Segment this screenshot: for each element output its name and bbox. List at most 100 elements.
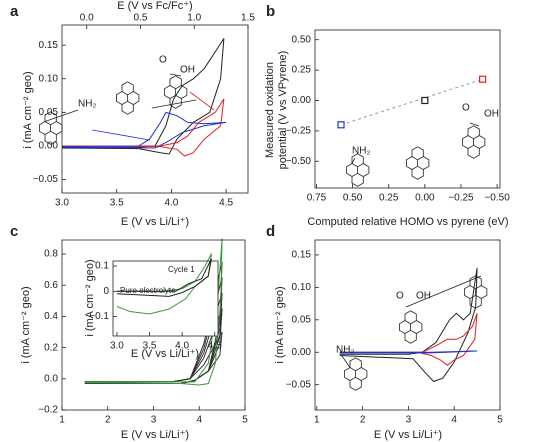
cv-curve — [84, 238, 223, 386]
x-tick-label: −0.25 — [448, 193, 474, 204]
molecule — [344, 357, 368, 391]
x2-tick-label: 0.5 — [134, 13, 148, 24]
plot-frame — [113, 261, 218, 336]
y-tick-label: 0.00 — [292, 347, 312, 358]
y-tick-label: 0.15 — [39, 40, 59, 51]
x-tick-label: 4.0 — [175, 341, 189, 352]
plot-border — [314, 29, 501, 189]
trend-line — [340, 78, 483, 126]
x-tick-label: 4 — [451, 415, 457, 426]
leader-line — [189, 91, 215, 111]
y-tick-label: 0.05 — [292, 314, 312, 325]
x-tick-label: 2 — [360, 415, 366, 426]
x2-tick-label: 1.0 — [187, 13, 201, 24]
x-tick-label: 4.5 — [208, 341, 222, 352]
annotation: O — [159, 55, 167, 66]
y-tick-label: 0.10 — [292, 282, 312, 293]
data-point — [337, 121, 345, 129]
molecule — [116, 81, 140, 115]
y-tick-label: −0.05 — [33, 174, 59, 185]
y-tick-label: 0 — [103, 286, 109, 297]
annotation: NH₂ — [336, 345, 354, 356]
panel-label: b — [266, 3, 275, 20]
x-axis-label: E (V vs Li/Li⁺) — [121, 429, 189, 441]
plot-frame — [315, 30, 500, 188]
bond — [469, 122, 480, 127]
x-tick-label: 0.25 — [379, 193, 399, 204]
panel-label: a — [10, 3, 19, 20]
x-tick-label: 1 — [314, 415, 320, 426]
cv-curve — [339, 313, 478, 366]
x2-tick-label: 1.5 — [241, 13, 255, 24]
y-tick-label: 0.10 — [39, 73, 59, 84]
x-tick-label: 3 — [151, 415, 157, 426]
x-tick-label: 5 — [242, 415, 248, 426]
cv-curve — [116, 258, 212, 297]
bond — [341, 355, 351, 368]
x-tick-label: 0.00 — [415, 193, 435, 204]
plot-frame — [315, 240, 500, 410]
plot-border — [61, 239, 246, 411]
y-tick-label: 0.1 — [95, 261, 109, 272]
y-tick-label: 0.00 — [39, 141, 59, 152]
y-tick-label: −0.50 — [286, 156, 312, 167]
x-tick-label: 3.5 — [143, 341, 157, 352]
x-tick-label: 3 — [406, 415, 412, 426]
y-tick-label: 0.6 — [44, 280, 58, 291]
molecule — [164, 75, 188, 109]
x-tick-label: 4 — [196, 415, 202, 426]
x2-axis-label: E (V vs Fc/Fc⁺) — [117, 0, 192, 12]
bond — [44, 109, 79, 122]
x-tick-label: 0.50 — [343, 193, 363, 204]
y-tick-label: 0.05 — [39, 107, 59, 118]
leader-line — [91, 129, 151, 141]
plot-border — [61, 24, 249, 194]
annotation: O — [462, 103, 470, 114]
y-axis-label: i (mA cm⁻² geo) — [20, 286, 32, 363]
cv-curve — [339, 350, 478, 354]
x-tick-label: 2 — [105, 415, 111, 426]
y-tick-label: −0.2 — [38, 405, 58, 416]
x-tick-label: 4.0 — [164, 198, 178, 209]
panel-label: c — [10, 223, 18, 240]
y-tick-label: −0.25 — [286, 126, 312, 137]
x-tick-label: 4.5 — [219, 198, 233, 209]
molecule — [39, 111, 63, 145]
x-axis-label: E (V vs Li/Li⁺) — [131, 348, 199, 360]
panel: 3.0 3.5 4.0 4.5 −0.1 0 0.1 E (V vs Li/Li⁺) i (mA… — [84, 253, 222, 360]
y-axis-label: potential (V vs VPyrene) — [277, 51, 289, 170]
cv-curve — [61, 98, 225, 157]
y-tick-label: 0.15 — [292, 250, 312, 261]
panel: d 1 2 3 4 5 −0.05 0.00 0.05 0.10 0.15 E (V vs Li/Li… — [266, 223, 503, 441]
x2-tick-label: 0.0 — [80, 13, 94, 24]
x-tick-label: 1 — [59, 415, 65, 426]
bond — [169, 73, 182, 77]
molecule — [346, 153, 370, 187]
cv-curve — [61, 111, 227, 149]
y-tick-label: 0.00 — [292, 95, 312, 106]
annotation: OH — [180, 65, 195, 76]
x-tick-label: 5 — [497, 415, 503, 426]
y-tick-label: −0.05 — [286, 379, 312, 390]
molecule — [464, 275, 488, 309]
panel: a 3.0 3.5 4.0 4.5 0.0 0.5 1.0 1.5 −0.05 0.00 0.05 0.… — [10, 0, 255, 228]
y-tick-label: −0.1 — [89, 311, 109, 322]
bond — [351, 157, 356, 164]
annotation: Cycle 1 — [168, 265, 195, 274]
y-tick-label: 0.8 — [44, 249, 58, 260]
panel: b 0.75 0.50 0.25 0.00 −0.25 −0.50 −0.50 −0.25 0.0… — [264, 3, 510, 228]
y-axis-label: i (mA cm⁻² geo) — [84, 259, 96, 336]
molecule — [462, 125, 486, 159]
x-tick-label: 3.0 — [110, 341, 124, 352]
x-axis-label: Computed relative HOMO vs pyrene (eV) — [307, 216, 508, 228]
panel-label: d — [266, 223, 275, 240]
data-point — [479, 75, 487, 83]
annotation: OH — [416, 291, 431, 302]
y-axis-label: Measured oxidation — [264, 62, 276, 158]
data-point — [421, 96, 429, 105]
annotation: NH₂ — [352, 146, 370, 157]
x-tick-label: 3.5 — [110, 198, 124, 209]
x-tick-label: 0.75 — [307, 193, 327, 204]
y-tick-label: 0.25 — [292, 65, 312, 76]
